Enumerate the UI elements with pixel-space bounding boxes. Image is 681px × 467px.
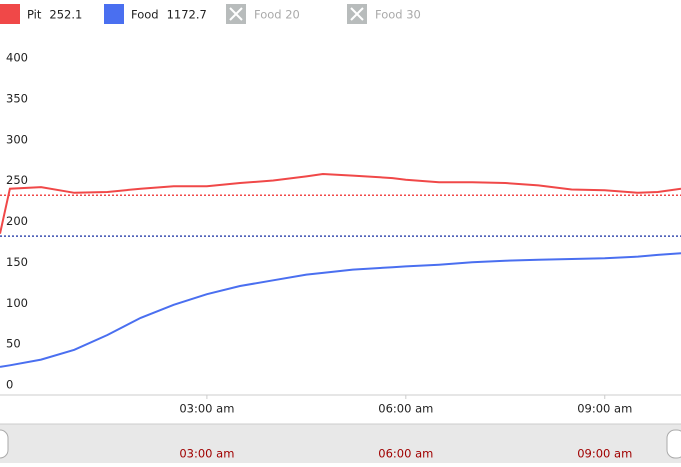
- series-line: [0, 172, 681, 234]
- legend-swatch[interactable]: [0, 4, 20, 24]
- legend-label[interactable]: Food 20: [254, 8, 300, 22]
- legend-disabled-x[interactable]: [229, 7, 243, 21]
- legend-disabled-x[interactable]: [350, 7, 364, 21]
- x-tick-label: 06:00 am: [378, 402, 433, 416]
- x-tick-label: 03:00 am: [179, 402, 234, 416]
- y-tick-label: 50: [6, 337, 21, 351]
- navigator[interactable]: [0, 424, 681, 463]
- navigator-label: 06:00 am: [378, 447, 433, 461]
- y-tick-label: 350: [6, 91, 28, 105]
- navigator-handle-left[interactable]: [0, 429, 9, 459]
- legend-value[interactable]: 1172.7: [167, 8, 207, 22]
- y-tick-label: 0: [6, 378, 13, 392]
- navigator-label: 09:00 am: [577, 447, 632, 461]
- y-tick-label: 200: [6, 214, 28, 228]
- y-tick-label: 100: [6, 296, 28, 310]
- y-tick-label: 250: [6, 173, 28, 187]
- legend-swatch[interactable]: [104, 4, 124, 24]
- series-line: [0, 252, 681, 368]
- y-tick-label: 150: [6, 255, 28, 269]
- y-tick-label: 400: [6, 51, 28, 65]
- navigator-label: 03:00 am: [179, 447, 234, 461]
- navigator-handle-right[interactable]: [666, 429, 681, 459]
- y-tick-label: 300: [6, 132, 28, 146]
- x-tick-label: 09:00 am: [577, 402, 632, 416]
- legend-label[interactable]: Food: [131, 8, 159, 22]
- legend-label[interactable]: Food 30: [375, 8, 421, 22]
- legend-value[interactable]: 252.1: [49, 8, 82, 22]
- legend-label[interactable]: Pit: [27, 8, 42, 22]
